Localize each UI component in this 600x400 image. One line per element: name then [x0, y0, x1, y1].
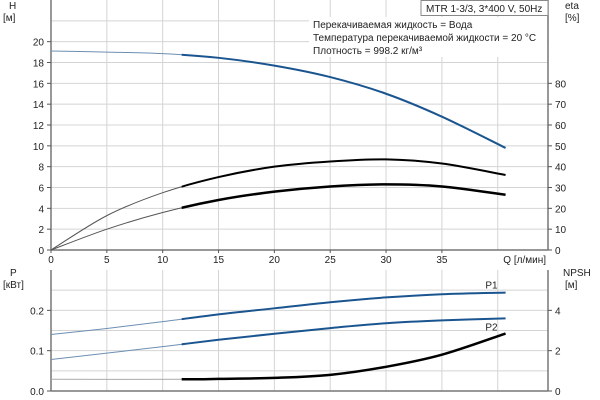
series-line-thin-0-1: [50, 158, 506, 251]
y-axis-unit: [м]: [3, 13, 16, 24]
x-tick-label: 10: [157, 255, 169, 266]
y-axis-label: H: [9, 1, 16, 12]
series-line-1-0: [181, 291, 506, 321]
y-tick-label: 18: [33, 59, 45, 70]
y-tick-label: 0.0: [30, 387, 44, 398]
info-line: Перекачиваемая жидкость = Вода: [313, 20, 473, 31]
x-tick-label: 0: [48, 255, 54, 266]
y-tick-label: 0: [38, 246, 44, 257]
series-line-0-0: [181, 53, 507, 149]
y2-tick-label: 2: [555, 347, 561, 358]
info-background: [309, 17, 547, 57]
y2-axis-label: NPSH: [563, 268, 591, 279]
y-tick-label: 12: [33, 121, 45, 132]
y-tick-label: 20: [33, 38, 45, 49]
y-tick-label: 0.2: [30, 306, 44, 317]
y2-tick-label: 4: [555, 306, 561, 317]
info-line: Температура перекачиваемой жидкости = 20…: [313, 33, 536, 44]
y-axis-unit: [кВт]: [3, 280, 24, 291]
y2-tick-label: 40: [555, 163, 567, 174]
y2-tick-label: 20: [555, 204, 567, 215]
y2-tick-label: 80: [555, 79, 567, 90]
y2-tick-label: 50: [555, 142, 567, 153]
y-tick-label: 14: [33, 100, 45, 111]
x-tick-label: 25: [325, 255, 337, 266]
series-line-thin-0-2: [50, 183, 506, 251]
title-box: [420, 0, 549, 16]
y2-tick-label: 60: [555, 121, 567, 132]
x-axis-label: Q [л/мин]: [503, 255, 546, 266]
y2-axis-label: eta: [565, 1, 579, 12]
series-line-thin-1-1: [50, 317, 506, 361]
y-tick-label: 2: [38, 225, 44, 236]
x-tick-label: 35: [436, 255, 448, 266]
series-line-0-2: [181, 183, 506, 210]
info-line: Плотность = 998.2 кг/м³: [313, 46, 423, 57]
y2-tick-label: 0: [555, 387, 561, 398]
series-line-thin-1-0: [50, 292, 506, 336]
x-tick-label: 5: [104, 255, 110, 266]
y-tick-label: 6: [38, 184, 44, 195]
y-tick-label: 10: [33, 142, 45, 153]
x-tick-label: 20: [269, 255, 281, 266]
y2-tick-label: 70: [555, 100, 567, 111]
x-tick-label: 15: [213, 255, 225, 266]
chart-title: MTR 1-3/3, 3*400 V, 50Hz: [426, 4, 542, 15]
y-tick-label: 4: [38, 204, 44, 215]
series-label: P1: [485, 281, 498, 292]
y2-tick-label: 30: [555, 184, 567, 195]
series-line-0-1: [181, 158, 506, 188]
y2-tick-label: 10: [555, 225, 567, 236]
y2-tick-label: 0: [555, 246, 561, 257]
y-tick-label: 0.1: [30, 347, 44, 358]
series-line-1-1: [181, 317, 506, 346]
series-label: P2: [485, 322, 498, 333]
y2-axis-unit: [%]: [565, 13, 580, 24]
series-line-1-2: [181, 332, 506, 381]
y-axis-label: P: [10, 268, 17, 279]
y-tick-label: 16: [33, 79, 45, 90]
y-tick-label: 8: [38, 163, 44, 174]
x-tick-label: 30: [380, 255, 392, 266]
y2-axis-unit: [м]: [565, 280, 578, 291]
